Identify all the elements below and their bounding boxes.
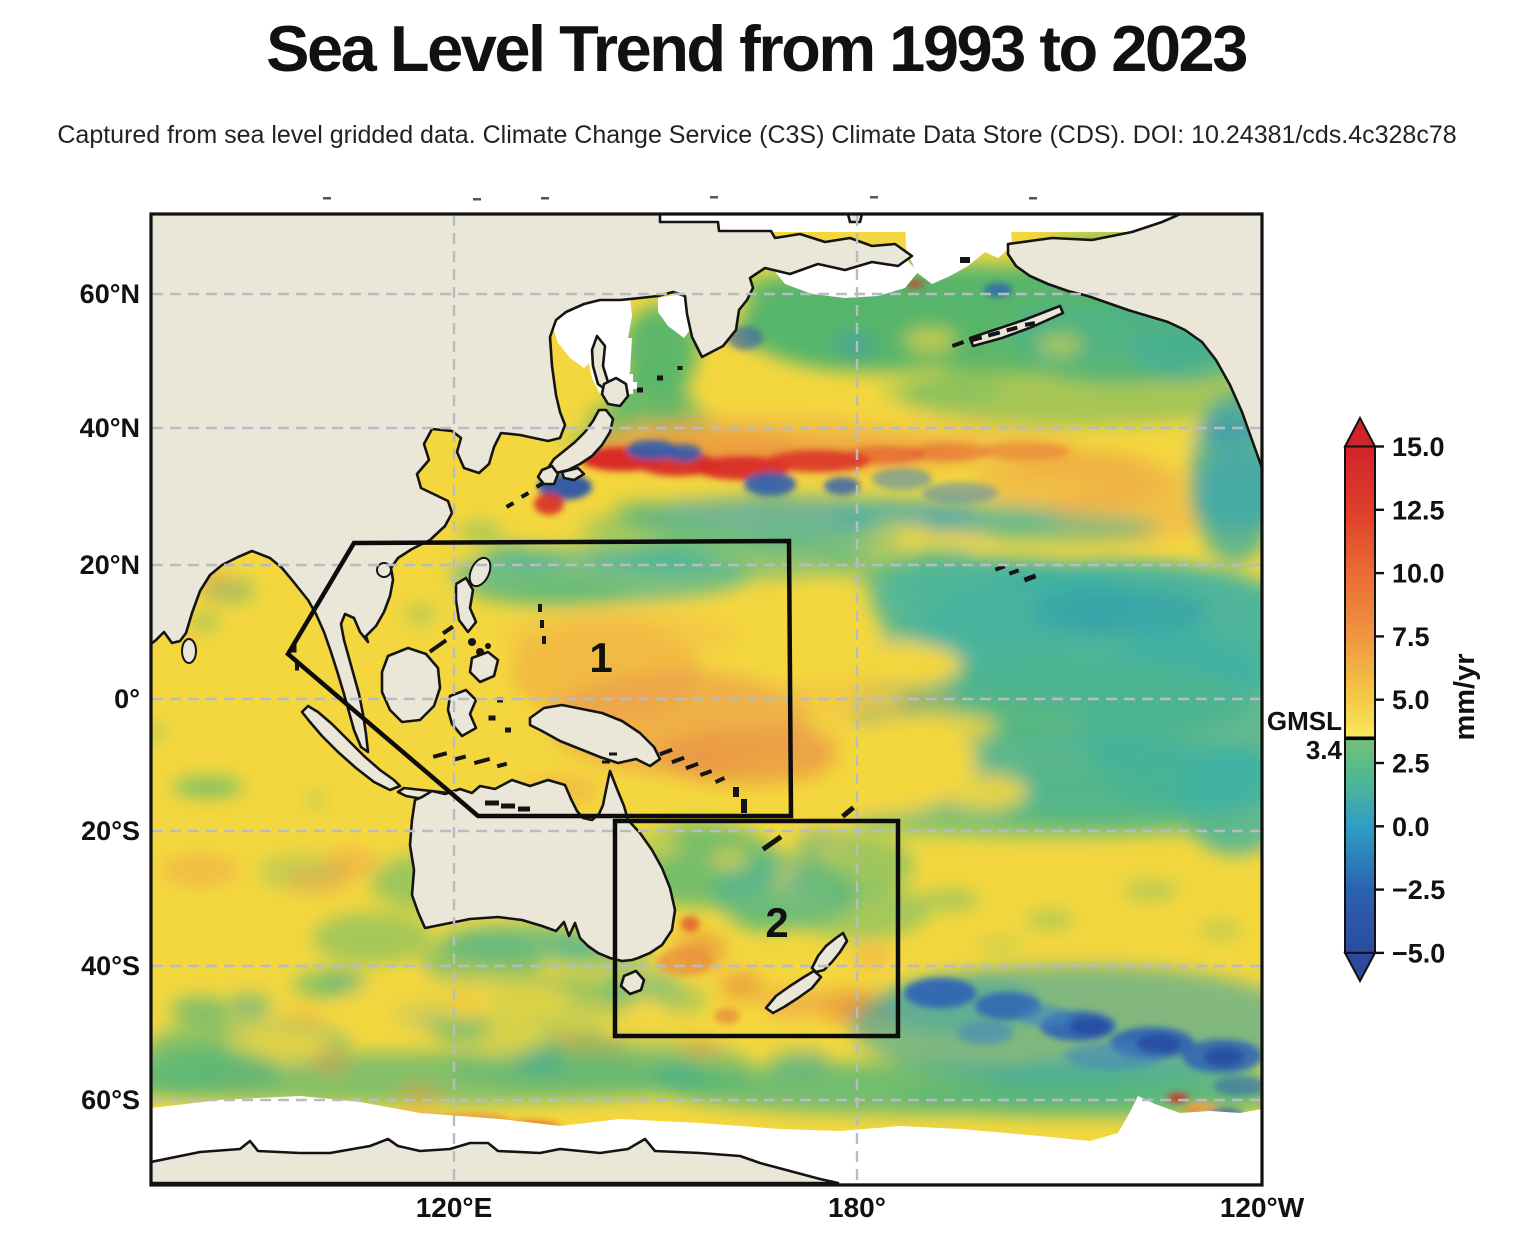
svg-text:5.0: 5.0 (1392, 685, 1430, 715)
svg-text:0.0: 0.0 (1392, 812, 1430, 842)
svg-text:180°: 180° (828, 1192, 886, 1223)
svg-text:10.0: 10.0 (1392, 559, 1445, 589)
svg-text:60°S: 60°S (81, 1085, 140, 1115)
svg-text:20°S: 20°S (81, 816, 140, 846)
svg-text:120°W: 120°W (1220, 1192, 1305, 1223)
svg-text:mm/yr: mm/yr (1449, 653, 1481, 740)
svg-text:Captured from sea level gridde: Captured from sea level gridded data. Cl… (57, 121, 1456, 149)
svg-text:60°N: 60°N (80, 279, 140, 309)
svg-text:2: 2 (765, 899, 788, 946)
svg-text:20°N: 20°N (80, 550, 140, 580)
svg-text:12.5: 12.5 (1392, 495, 1445, 525)
svg-text:0°: 0° (114, 684, 140, 714)
svg-text:120°E: 120°E (416, 1192, 493, 1223)
svg-text:40°S: 40°S (81, 951, 140, 981)
svg-text:3.4: 3.4 (1306, 735, 1343, 765)
svg-text:GMSL: GMSL (1267, 706, 1342, 736)
svg-text:15.0: 15.0 (1392, 432, 1445, 462)
svg-text:7.5: 7.5 (1392, 622, 1430, 652)
svg-text:Sea Level Trend from 1993 to 2: Sea Level Trend from 1993 to 2023 (266, 12, 1246, 85)
svg-text:2.5: 2.5 (1392, 749, 1430, 779)
svg-text:−5.0: −5.0 (1392, 938, 1445, 968)
svg-text:−2.5: −2.5 (1392, 875, 1445, 905)
svg-text:1: 1 (589, 634, 612, 681)
svg-text:40°N: 40°N (80, 413, 140, 443)
